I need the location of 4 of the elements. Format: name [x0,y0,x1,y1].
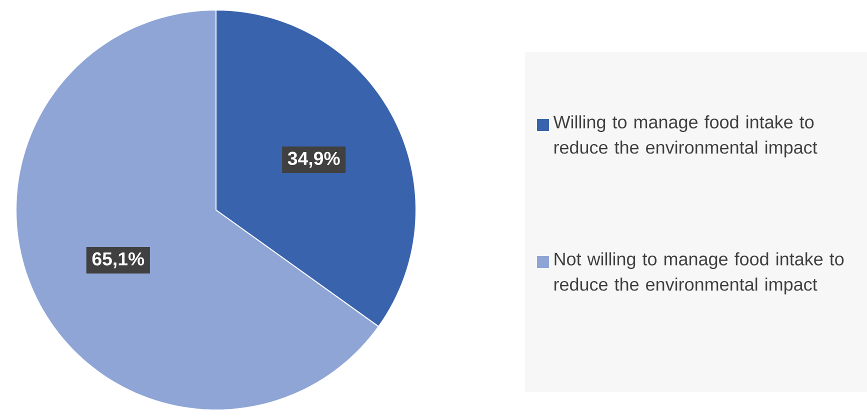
legend-label: Willing to manage food intake to reduce the environmental impact [553,115,818,158]
legend-label: Not willing to manage food intake to reduce the environmental impact [554,252,844,294]
data-label: 34,9% [288,152,340,168]
data-label: 65,1% [92,252,144,268]
